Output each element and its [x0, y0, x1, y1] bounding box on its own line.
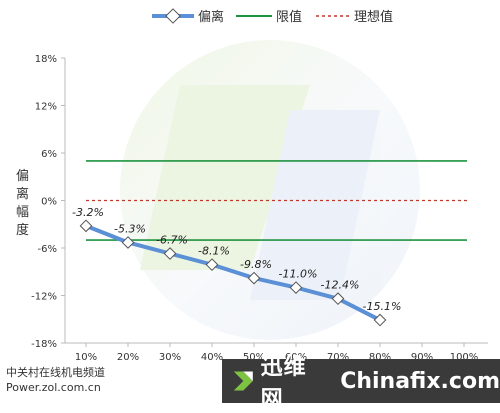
deviation-point [121, 236, 135, 249]
x-tick-label: 30% [159, 352, 181, 363]
footer-source-cn: 中关村在线机电频道 [6, 366, 105, 379]
legend-label-series-2: 理想值 [354, 9, 393, 25]
data-labels: -3.2% -5.3% -6.7% -8.1% -9.8% -11.0%-12.4%-15… [72, 206, 401, 313]
data-label: -3.2% [72, 206, 104, 219]
x-tick-label: 60% [285, 352, 307, 363]
x-tick-label: 70% [327, 352, 349, 363]
y-axis-title-char: 偏 [16, 169, 29, 184]
y-axis-title-char: 度 [16, 222, 29, 238]
x-tick-label: 10% [75, 352, 97, 363]
y-tick-label: 18% [35, 54, 57, 65]
deviation-point [247, 271, 261, 285]
watermark-en: Chinafix.com [340, 368, 500, 394]
series-deviation [79, 219, 387, 327]
data-label: -9.8% [240, 258, 272, 271]
legend-item-series-1: 限值 [236, 9, 302, 25]
x-tick-label: 90% [411, 352, 433, 363]
data-label: -11.0% [279, 268, 318, 281]
deviation-line [84, 223, 382, 323]
data-label: -8.1% [198, 245, 230, 258]
reference-lines [86, 160, 467, 241]
y-tick-label: 0% [41, 197, 57, 208]
legend-label-series-0: 偏离 [198, 9, 224, 25]
deviation-point [373, 313, 387, 327]
data-label: -5.3% [114, 222, 146, 235]
deviation-point [163, 247, 177, 260]
data-label: -15.1% [363, 300, 402, 313]
x-tick-label: 20% [117, 352, 139, 363]
watermark-banner: 迅维网 Chinafix.com [222, 355, 500, 412]
x-tick-label: 40% [201, 352, 223, 363]
x-tick-label: 50% [243, 352, 265, 363]
y-tick-label: -6% [38, 244, 57, 255]
y-tick-label: 12% [35, 102, 57, 113]
deviation-point [331, 292, 345, 306]
deviation-point [289, 281, 303, 294]
data-label: -6.7% [156, 234, 188, 247]
background-decoration [120, 40, 420, 340]
chinafix-logo-icon [233, 371, 253, 391]
x-tick-label: 80% [369, 352, 391, 363]
legend-item-series-2: 理想值 [316, 9, 393, 25]
y-tick-label: -12% [31, 292, 57, 303]
legend-label-series-1: 限值 [276, 9, 302, 25]
x-tick-label: 100% [450, 352, 479, 363]
y-axis-title-char: 离 [16, 186, 29, 202]
footer-source-url: Power.zol.com.cn [6, 381, 101, 394]
deviation-point [79, 219, 93, 233]
y-tick-label: 6% [41, 149, 57, 160]
deviation-point [205, 258, 219, 271]
y-axis-title-char: 幅 [16, 205, 29, 220]
data-label: -12.4% [321, 279, 360, 292]
y-ticks: 18% 12% 6% 0% -6% -12% -18% [31, 54, 65, 350]
watermark-cn: 迅维网 [260, 355, 307, 412]
legend-item-series-0: 偏离 [152, 8, 224, 25]
legend: 偏离 限值 理想值 [152, 8, 393, 25]
y-tick-label: -18% [31, 339, 57, 350]
